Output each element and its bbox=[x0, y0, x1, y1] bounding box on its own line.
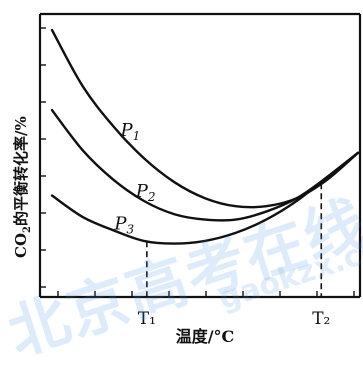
y-axis-label-rest: 的平衡转化率/% bbox=[12, 116, 30, 226]
series-line-p1 bbox=[50, 28, 360, 209]
y-axis-label-main: CO bbox=[12, 233, 30, 258]
svg-text:P2: P2 bbox=[135, 181, 156, 204]
series-label-p3: P3 bbox=[113, 213, 134, 236]
chart: P1 P2 P3 T₁ T₂ 温度/°C CO2的平衡转化率/% bbox=[12, 12, 362, 346]
y-axis-label-sub: 2 bbox=[22, 226, 33, 233]
series-label-p1-sub: 1 bbox=[133, 129, 141, 143]
series-line-p2 bbox=[50, 108, 360, 222]
series-label-p3-sub: 3 bbox=[127, 222, 135, 236]
series-label-p1: P1 bbox=[120, 120, 141, 143]
series-lines bbox=[50, 28, 360, 245]
series-label-p2: P2 bbox=[135, 181, 156, 204]
series-line-p3 bbox=[50, 151, 360, 245]
svg-text:P1: P1 bbox=[120, 120, 141, 143]
x-tick-label-t2: T₂ bbox=[312, 309, 330, 329]
drop-lines bbox=[146, 183, 323, 297]
x-axis-label: 温度/°C bbox=[175, 327, 235, 346]
svg-text:P3: P3 bbox=[113, 213, 134, 236]
series-label-p2-sub: 2 bbox=[147, 190, 156, 204]
series-label-p3-main: P bbox=[113, 213, 127, 234]
series-label-p2-main: P bbox=[135, 181, 149, 202]
series-label-p1-main: P bbox=[120, 120, 134, 141]
axis-ticks bbox=[40, 27, 355, 297]
y-axis-label: CO2的平衡转化率/% bbox=[12, 116, 33, 258]
x-tick-label-t1: T₁ bbox=[138, 309, 156, 329]
